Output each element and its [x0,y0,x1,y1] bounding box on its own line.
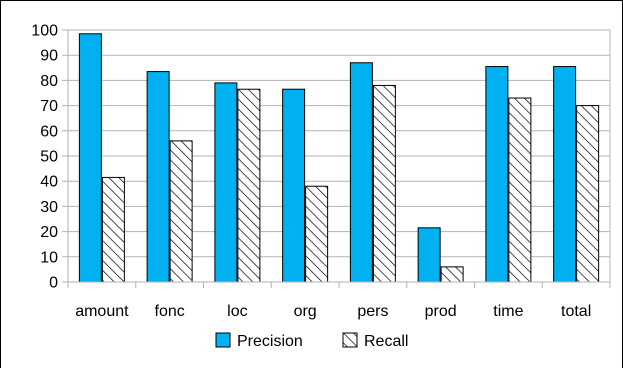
y-tick-label: 90 [40,48,58,65]
bar-precision-prod [417,227,441,283]
bar-recall-amount [101,176,125,283]
x-tick-label-total: total [561,303,591,320]
bar-precision-pers [349,62,373,283]
x-tick-label-org: org [294,303,317,320]
bar-precision-time [485,66,509,283]
x-tick-label-pers: pers [357,303,388,320]
bar-recall-time [508,97,532,283]
bar-recall-total [576,105,600,283]
bar-precision-fonc [146,71,170,283]
bar-precision-loc [214,82,238,283]
y-tick-label: 100 [31,23,58,40]
legend-label-recall: Recall [364,333,408,350]
y-tick-label: 30 [40,199,58,216]
x-axis-tick-labels: amount fonc loc org pers prod time total [67,282,611,320]
bar-recall-fonc [169,140,193,283]
y-tick-label: 50 [40,149,58,166]
x-tick-label-prod: prod [425,303,457,320]
legend-swatch-recall [342,332,358,348]
y-tick-label: 70 [40,98,58,115]
x-tick-label-amount: amount [75,303,129,320]
bar-recall-prod [440,266,464,283]
y-tick-label: 60 [40,123,58,140]
bar-recall-org [305,185,329,283]
legend-label-precision: Precision [237,333,303,350]
bar-precision-total [553,66,577,283]
bar-precision-amount [78,33,102,283]
y-tick-label: 80 [40,73,58,90]
y-axis-tick-labels: 0 10 20 30 40 50 60 70 80 90 100 [31,23,58,292]
y-tick-label: 40 [40,174,58,191]
x-tick-label-time: time [493,303,523,320]
bars [78,33,600,283]
bar-recall-pers [372,84,396,283]
y-tick-label: 0 [49,275,58,292]
legend: Precision Recall [215,332,408,350]
y-tick-label: 20 [40,224,58,241]
bar-precision-org [282,88,306,283]
x-tick-label-fonc: fonc [155,303,185,320]
legend-swatch-precision [215,332,231,348]
y-tick-label: 10 [40,249,58,266]
x-tick-label-loc: loc [227,303,247,320]
bar-recall-loc [237,88,261,283]
